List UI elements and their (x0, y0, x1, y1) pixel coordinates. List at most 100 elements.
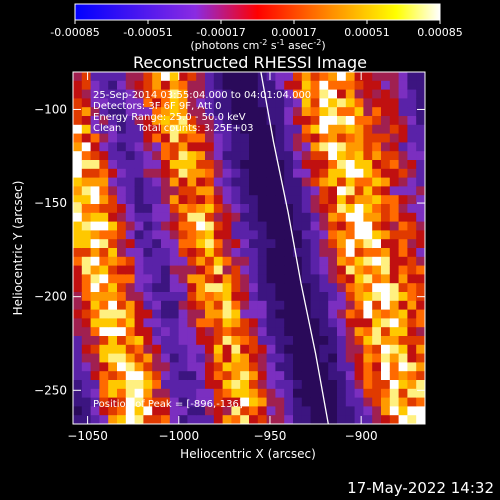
heatmap-cell (125, 212, 135, 222)
heatmap-cell (178, 221, 188, 231)
heatmap-cell (381, 177, 391, 187)
heatmap-cell (222, 415, 232, 424)
heatmap-cell (407, 124, 417, 134)
heatmap-cell (169, 195, 179, 205)
heatmap-cell (363, 388, 373, 398)
heatmap-cell (222, 265, 232, 275)
heatmap-cell (73, 371, 83, 381)
heatmap-cell (161, 406, 171, 416)
heatmap-cell (275, 256, 285, 266)
heatmap-cell (143, 98, 153, 108)
heatmap-cell (81, 397, 91, 407)
heatmap-cell (249, 160, 259, 170)
heatmap-cell (363, 353, 373, 363)
heatmap-cell (372, 116, 382, 126)
heatmap-cell (125, 151, 135, 161)
heatmap-cell (328, 292, 338, 302)
heatmap-cell (231, 318, 241, 328)
heatmap-cell (249, 265, 259, 275)
heatmap-cell (249, 388, 259, 398)
heatmap-cell (169, 318, 179, 328)
heatmap-cell (240, 72, 250, 82)
heatmap-cell (213, 380, 223, 390)
heatmap-cell (398, 371, 408, 381)
heatmap-cell (169, 124, 179, 134)
heatmap-cell (134, 388, 144, 398)
heatmap-cell (319, 98, 329, 108)
heatmap-cell (354, 362, 364, 372)
heatmap-cell (363, 397, 373, 407)
heatmap-cell (117, 212, 127, 222)
heatmap-cell (345, 248, 355, 258)
heatmap-cell (213, 133, 223, 143)
heatmap-cell (143, 256, 153, 266)
heatmap-cell (73, 204, 83, 214)
heatmap-cell (143, 283, 153, 293)
heatmap-cell (266, 107, 276, 117)
heatmap-cell (337, 72, 347, 82)
heatmap-cell (73, 151, 83, 161)
heatmap-cell (293, 212, 303, 222)
heatmap-cell (152, 168, 162, 178)
heatmap-cell (381, 318, 391, 328)
heatmap-cell (266, 98, 276, 108)
heatmap-cell (363, 221, 373, 231)
heatmap-cell (125, 300, 135, 310)
heatmap-cell (222, 80, 232, 90)
heatmap-cell (293, 98, 303, 108)
heatmap-cell (134, 371, 144, 381)
heatmap-cell (117, 344, 127, 354)
heatmap-cell (328, 248, 338, 258)
heatmap-cell (389, 133, 399, 143)
heatmap-cell (398, 124, 408, 134)
heatmap-cell (416, 98, 425, 108)
heatmap-cell (187, 380, 197, 390)
heatmap-cell (99, 186, 109, 196)
heatmap-cell (81, 124, 91, 134)
heatmap-cell (81, 107, 91, 117)
heatmap-cell (381, 98, 391, 108)
heatmap-cell (205, 371, 215, 381)
heatmap-cell (152, 318, 162, 328)
heatmap-cell (178, 397, 188, 407)
heatmap-cell (275, 300, 285, 310)
heatmap-cell (205, 397, 215, 407)
annotation-detectors: Detectors: 3F 6F 9F, Att 0 (93, 101, 221, 112)
heatmap-cell (134, 204, 144, 214)
heatmap-cell (152, 388, 162, 398)
heatmap-cell (372, 177, 382, 187)
heatmap-cell (240, 248, 250, 258)
heatmap-cell (81, 415, 91, 424)
heatmap-cell (266, 239, 276, 249)
heatmap-cell (301, 248, 311, 258)
heatmap-cell (81, 283, 91, 293)
heatmap-cell (240, 397, 250, 407)
heatmap-cell (372, 168, 382, 178)
heatmap-cell (389, 353, 399, 363)
heatmap-cell (345, 336, 355, 346)
heatmap-cell (337, 168, 347, 178)
heatmap-cell (178, 72, 188, 82)
heatmap-cell (231, 133, 241, 143)
heatmap-cell (337, 283, 347, 293)
heatmap-cell (213, 292, 223, 302)
heatmap-cell (99, 327, 109, 337)
heatmap-cell (293, 195, 303, 205)
heatmap-cell (187, 72, 197, 82)
heatmap-cell (257, 327, 267, 337)
heatmap-cell (337, 406, 347, 416)
heatmap-cell (249, 177, 259, 187)
heatmap-cell (143, 300, 153, 310)
heatmap-cell (416, 300, 425, 310)
heatmap-cell (231, 274, 241, 284)
heatmap-cell (196, 177, 206, 187)
heatmap-cell (90, 380, 100, 390)
heatmap-cell (161, 142, 171, 152)
heatmap-cell (293, 80, 303, 90)
heatmap-cell (125, 168, 135, 178)
colorbar-tick-label: 0.00051 (344, 26, 390, 39)
heatmap-cell (407, 221, 417, 231)
heatmap-cell (319, 300, 329, 310)
heatmap-cell (275, 327, 285, 337)
heatmap-cell (90, 353, 100, 363)
